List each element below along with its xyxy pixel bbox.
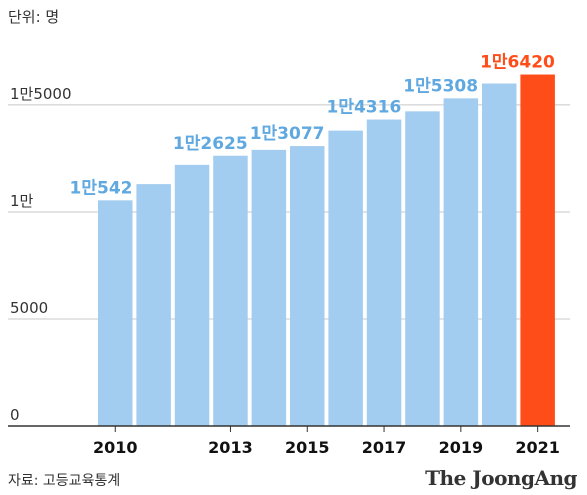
source-label: 자료: 고등교육통계 <box>8 473 121 489</box>
x-tick-label: 2017 <box>362 438 407 457</box>
bar <box>328 130 363 426</box>
y-tick-label: 5000 <box>10 299 48 317</box>
data-label: 1만4316 <box>327 98 402 118</box>
data-label: 1만2625 <box>173 134 248 154</box>
bar-highlight <box>520 74 555 426</box>
bars <box>98 74 555 427</box>
bar <box>405 111 440 426</box>
bar <box>366 119 402 427</box>
bar <box>98 200 133 426</box>
brand-logo: The JoongAng <box>425 466 577 490</box>
y-tick-label: 1만 <box>10 192 34 210</box>
axes: 0 5000 1만 1만5000 2010 2013 2015 2017 2019 2021 <box>8 85 570 457</box>
x-tick-label: 2015 <box>285 438 330 457</box>
x-tick-label: 2010 <box>93 438 138 457</box>
bar <box>213 155 248 426</box>
bar <box>136 184 171 426</box>
data-label: 1만6420 <box>480 53 555 73</box>
bar <box>174 164 210 426</box>
y-tick-label: 1만5000 <box>10 85 72 103</box>
data-label: 1만5308 <box>403 76 478 96</box>
bar <box>443 98 479 427</box>
bar <box>290 146 325 426</box>
x-tick-label: 2019 <box>439 438 484 457</box>
bar <box>251 149 287 426</box>
x-tick-label: 2013 <box>208 438 253 457</box>
bar <box>482 83 517 426</box>
y-tick-label: 0 <box>10 406 20 424</box>
x-tick-label: 2021 <box>515 438 560 457</box>
data-label: 1만3077 <box>250 124 325 144</box>
unit-label: 단위: 명 <box>8 8 60 26</box>
data-label: 1만542 <box>70 178 133 198</box>
